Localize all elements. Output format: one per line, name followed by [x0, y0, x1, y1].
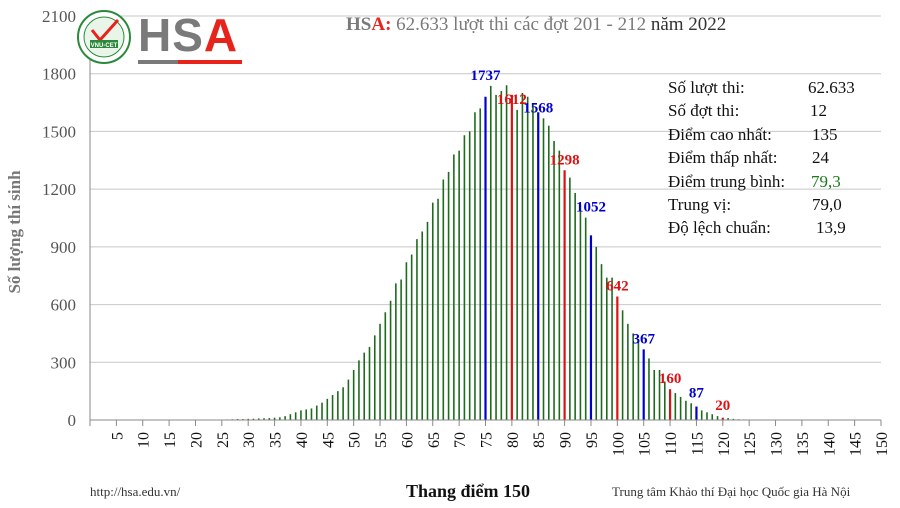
logo-letter-s: S — [172, 9, 204, 61]
x-tick-label: 20 — [188, 432, 205, 448]
x-tick-label: 65 — [426, 432, 443, 448]
stat-row-attempts: Số lượt thi: 62.633 — [668, 76, 868, 99]
stat-value: 62.633 — [808, 78, 855, 97]
y-axis-title: Số lượng thí sinh — [5, 170, 24, 294]
x-tick-label: 95 — [584, 432, 601, 448]
title-letter-s: S — [360, 14, 372, 35]
data-label: 642 — [606, 278, 629, 294]
stat-value: 79,0 — [812, 194, 842, 214]
stat-value: 24 — [812, 148, 829, 168]
footer-url[interactable]: http://hsa.edu.vn/ — [90, 484, 181, 499]
x-tick-label: 15 — [162, 432, 179, 448]
x-tick-label: 75 — [479, 432, 496, 448]
logo-badge-text: VNU-CET — [91, 43, 118, 49]
x-tick-label: 100 — [610, 432, 627, 456]
title-colon: : — [385, 14, 392, 35]
stat-label: Trung vị: — [668, 194, 732, 214]
x-tick-label: 125 — [742, 432, 759, 456]
y-tick-label: 900 — [51, 238, 77, 257]
y-tick-label: 300 — [51, 353, 77, 372]
data-label: 87 — [689, 385, 705, 401]
stat-label: Điểm cao nhất: — [668, 124, 772, 144]
y-tick-label: 0 — [68, 411, 77, 430]
logo-badge-icon: VNU-CET — [77, 10, 131, 64]
stat-row-max: Điểm cao nhất: 135 — [668, 123, 868, 146]
x-tick-label: 50 — [347, 432, 364, 448]
y-tick-label: 1200 — [42, 180, 76, 199]
x-tick-label: 40 — [294, 432, 311, 448]
x-tick-label: 140 — [821, 432, 838, 456]
title-letter-a: A — [371, 14, 386, 35]
stat-row-sessions: Số đợt thi: 12 — [668, 99, 868, 122]
stat-value: 135 — [812, 124, 838, 144]
x-tick-label: 10 — [136, 432, 153, 448]
stat-value: 12 — [810, 101, 827, 121]
title-year: năm 2022 — [646, 14, 727, 35]
data-label: 1298 — [550, 152, 580, 168]
chart-bars — [215, 85, 750, 420]
x-tick-label: 60 — [399, 432, 416, 448]
x-tick-label: 110 — [663, 432, 680, 455]
x-tick-label: 115 — [689, 432, 706, 455]
title-body: 62.633 lượt thi các đợt 201 - 212 — [391, 14, 647, 35]
x-tick-label: 85 — [531, 432, 548, 448]
stat-label: Độ lệch chuẩn: — [668, 218, 771, 238]
chart-title: HSA: 62.633 lượt thi các đợt 201 - 212 n… — [346, 14, 726, 36]
stat-value-mean: 79,3 — [811, 171, 841, 191]
data-label: 20 — [715, 398, 730, 414]
logo-underline-gray — [138, 60, 208, 64]
data-label: 367 — [632, 331, 655, 347]
stat-row-median: Trung vị: 79,0 — [668, 193, 868, 216]
data-label: 1052 — [576, 200, 606, 216]
x-tick-label: 55 — [373, 432, 390, 448]
x-tick-label: 45 — [320, 432, 337, 448]
y-tick-label: 1500 — [42, 122, 76, 141]
x-tick-label: 35 — [268, 432, 285, 448]
stat-row-stddev: Độ lệch chuẩn: 13,9 — [668, 216, 868, 239]
stats-panel: Số lượt thi: 62.633 Số đợt thi: 12 Điểm ca… — [668, 76, 868, 240]
x-tick-label: 30 — [241, 432, 258, 448]
x-tick-label: 145 — [848, 432, 865, 456]
y-tick-label: 2100 — [42, 7, 76, 26]
y-tick-label: 600 — [51, 296, 77, 315]
title-letter-h: H — [346, 14, 361, 35]
stat-label: Điểm thấp nhất: — [668, 148, 778, 168]
stat-label: Số lượt thi: — [668, 78, 745, 97]
stat-label: Điểm trung bình: — [668, 171, 786, 191]
y-tick-label: 1800 — [42, 65, 76, 84]
x-tick-label: 130 — [769, 432, 786, 456]
x-tick-label: 5 — [109, 432, 126, 440]
x-axis-title: Thang điểm 150 — [406, 481, 531, 501]
data-label: 1568 — [523, 100, 553, 116]
data-label: 1612 — [497, 92, 527, 108]
x-tick-label: 70 — [452, 432, 469, 448]
footer-organization: Trung tâm Khảo thí Đại học Quốc gia Hà N… — [612, 484, 851, 499]
data-label: 1737 — [471, 68, 502, 84]
x-tick-label: 80 — [505, 432, 522, 448]
stat-row-min: Điểm thấp nhất: 24 — [668, 146, 868, 169]
logo-underline-red — [178, 60, 242, 64]
x-tick-label: 90 — [558, 432, 575, 448]
stat-value: 13,9 — [816, 218, 846, 238]
x-tick-label: 150 — [874, 432, 891, 456]
stat-row-mean: Điểm trung bình: 79,3 — [668, 170, 868, 193]
x-tick-label: 135 — [795, 432, 812, 456]
logo-letter-a: A — [203, 9, 239, 61]
chart-axes: 0 300 600 900 1200 1500 1800 2100 5 10 15 20 25 30 35 4… — [42, 7, 891, 456]
x-tick-label: 105 — [637, 432, 654, 456]
stat-label: Số đợt thi: — [668, 101, 740, 121]
data-label: 160 — [659, 371, 682, 387]
x-tick-label: 25 — [215, 432, 232, 448]
logo-letter-h: H — [138, 9, 173, 61]
x-tick-label: 120 — [716, 432, 733, 456]
